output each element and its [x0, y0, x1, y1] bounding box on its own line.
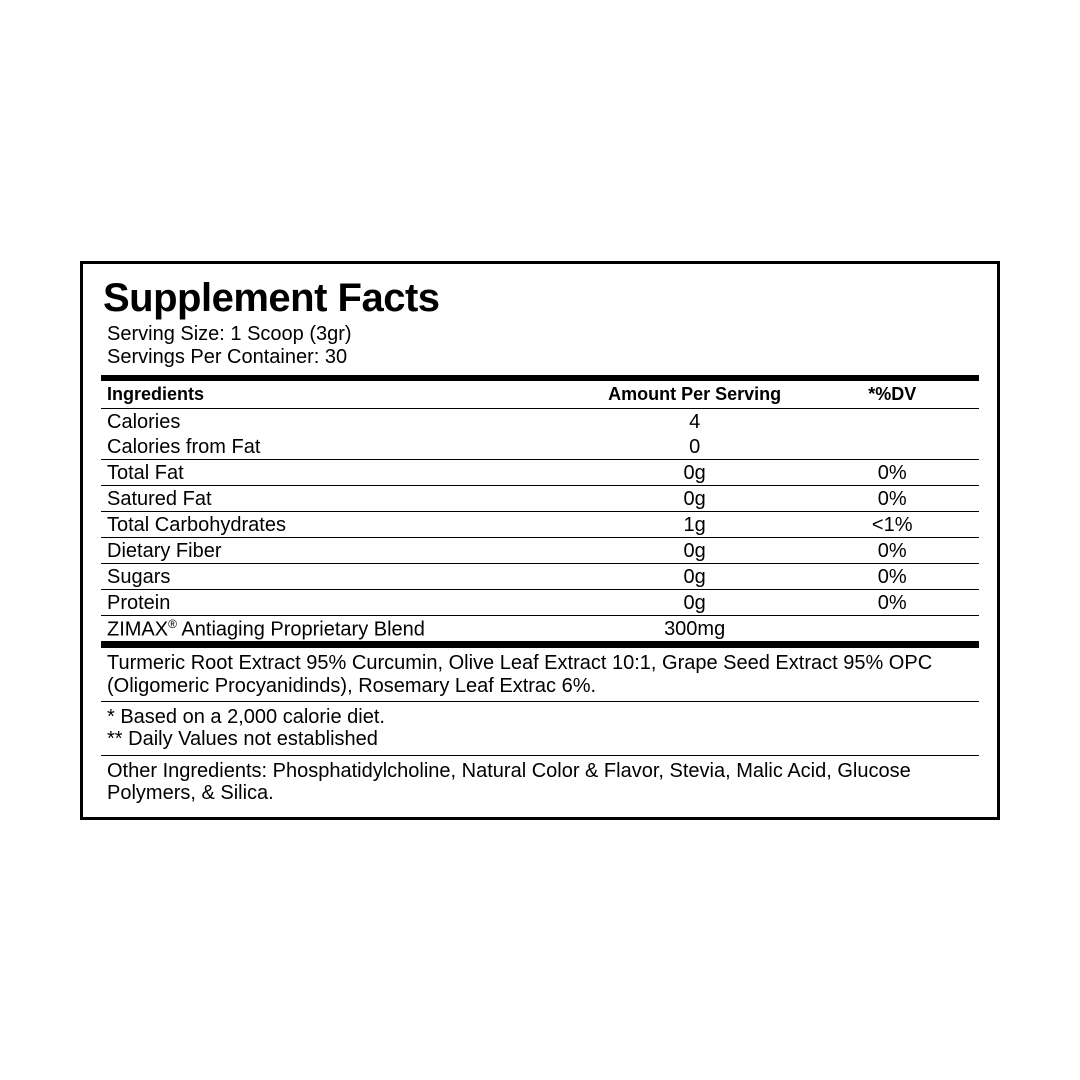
table-row: Satured Fat0g0%: [101, 485, 979, 511]
col-header-ingredients: Ingredients: [101, 381, 584, 408]
table-row-blend: ZIMAX® Antiaging Proprietary Blend300mg: [101, 615, 979, 642]
cell-dv: [803, 409, 979, 434]
table-row: Dietary Fiber0g0%: [101, 537, 979, 563]
cell-dv: 0%: [803, 563, 979, 589]
blend-description: Turmeric Root Extract 95% Curcumin, Oliv…: [101, 648, 979, 701]
serving-size: Serving Size: 1 Scoop (3gr): [107, 323, 979, 346]
cell-amount: 0: [584, 434, 804, 460]
panel-title: Supplement Facts: [101, 276, 979, 321]
cell-amount: 0g: [584, 563, 804, 589]
cell-dv: <1%: [803, 511, 979, 537]
cell-ingredient: Sugars: [101, 563, 584, 589]
cell-dv: 0%: [803, 485, 979, 511]
footnote-1: * Based on a 2,000 calorie diet.: [107, 706, 973, 728]
table-row: Total Carbohydrates1g<1%: [101, 511, 979, 537]
table-row: Sugars0g0%: [101, 563, 979, 589]
cell-ingredient: Calories from Fat: [101, 434, 584, 460]
cell-ingredient: ZIMAX® Antiaging Proprietary Blend: [101, 615, 584, 642]
supplement-facts-panel: Supplement Facts Serving Size: 1 Scoop (…: [80, 261, 1000, 820]
cell-dv: [803, 615, 979, 642]
cell-ingredient: Protein: [101, 589, 584, 615]
cell-amount: 1g: [584, 511, 804, 537]
cell-dv: 0%: [803, 589, 979, 615]
cell-dv: 0%: [803, 459, 979, 485]
table-row: Calories4: [101, 409, 979, 434]
cell-ingredient: Total Carbohydrates: [101, 511, 584, 537]
cell-dv: 0%: [803, 537, 979, 563]
cell-amount: 0g: [584, 485, 804, 511]
column-headers: Ingredients Amount Per Serving *%DV: [101, 381, 979, 408]
cell-amount: 0g: [584, 537, 804, 563]
nutrient-table: Calories4Calories from Fat0Total Fat0g0%…: [101, 409, 979, 643]
cell-amount: 0g: [584, 459, 804, 485]
footnotes: * Based on a 2,000 calorie diet. ** Dail…: [101, 702, 979, 755]
table-row: Protein0g0%: [101, 589, 979, 615]
servings-per-container: Servings Per Container: 30: [107, 346, 979, 369]
footnote-2: ** Daily Values not established: [107, 728, 973, 750]
serving-info: Serving Size: 1 Scoop (3gr) Servings Per…: [101, 321, 979, 375]
cell-ingredient: Dietary Fiber: [101, 537, 584, 563]
col-header-amount: Amount Per Serving: [584, 381, 804, 408]
table-row: Calories from Fat0: [101, 434, 979, 460]
cell-ingredient: Calories: [101, 409, 584, 434]
cell-dv: [803, 434, 979, 460]
cell-amount: 4: [584, 409, 804, 434]
cell-ingredient: Total Fat: [101, 459, 584, 485]
cell-amount: 0g: [584, 589, 804, 615]
col-header-dv: *%DV: [803, 381, 979, 408]
cell-amount: 300mg: [584, 615, 804, 642]
cell-ingredient: Satured Fat: [101, 485, 584, 511]
table-row: Total Fat0g0%: [101, 459, 979, 485]
other-ingredients: Other Ingredients: Phosphatidylcholine, …: [101, 756, 979, 807]
